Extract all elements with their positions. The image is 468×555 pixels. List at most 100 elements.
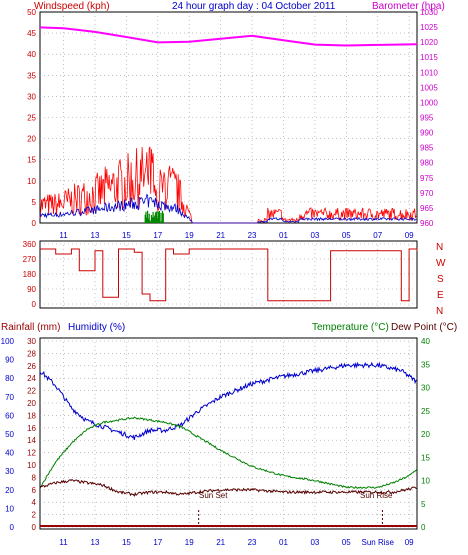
humidity-x-tick: 03 — [310, 538, 319, 547]
rainfall-label: Rainfall (mm) — [1, 322, 60, 333]
rainfall-y-tick: 20 — [27, 399, 36, 408]
rainfall-y-tick: 28 — [27, 349, 36, 358]
barometer-y-tick: 985 — [420, 144, 434, 153]
rainfall-y-tick: 0 — [32, 523, 37, 532]
rainfall-y-tick: 2 — [32, 511, 37, 520]
temperature-y-tick: 10 — [421, 477, 430, 486]
wind-x-tick: 01 — [279, 231, 288, 240]
wind-y-tick: 30 — [27, 92, 36, 101]
sun-set-label: Sun Set — [199, 491, 228, 500]
rainfall-y-tick: 30 — [27, 337, 36, 346]
wind-x-tick: 03 — [310, 231, 319, 240]
barometer-y-tick: 1000 — [420, 98, 438, 107]
temperature-y-tick: 25 — [421, 407, 430, 416]
wind-average-line — [39, 194, 417, 224]
humidity-label: Humidity (%) — [68, 322, 125, 333]
humidity-y-tick: 90 — [5, 356, 14, 365]
wind-x-tick: 09 — [405, 231, 414, 240]
wind-x-tick: 13 — [91, 231, 100, 240]
humidity-y-tick: 60 — [5, 411, 14, 420]
rainfall-y-tick: 18 — [27, 411, 36, 420]
humidity-y-tick: 30 — [5, 467, 14, 476]
humidity-y-tick: 40 — [5, 449, 14, 458]
humidity-x-tick: 11 — [59, 538, 68, 547]
wind-x-tick: 17 — [153, 231, 162, 240]
barometer-y-tick: 970 — [420, 189, 434, 198]
wind-x-tick: 21 — [216, 231, 225, 240]
barometer-y-tick: 980 — [420, 159, 434, 168]
direction-y-tick: 270 — [23, 255, 37, 264]
barometer-y-tick: 965 — [420, 204, 434, 213]
humidity-y-tick: 80 — [5, 374, 14, 383]
temperature-line — [39, 416, 418, 490]
rainfall-y-tick: 24 — [27, 374, 36, 383]
humidity-x-tick: 21 — [216, 538, 225, 547]
barometer-y-tick: 960 — [420, 219, 434, 228]
humidity-x-tick: 17 — [153, 538, 162, 547]
barometer-y-tick: 1010 — [420, 68, 438, 77]
barometer-y-tick: 1025 — [420, 23, 438, 32]
wind-y-tick: 10 — [27, 177, 36, 186]
barometer-y-tick: 1015 — [420, 53, 438, 62]
wind-x-tick: 15 — [122, 231, 131, 240]
temperature-y-tick: 20 — [421, 430, 430, 439]
compass-s: S — [437, 274, 444, 285]
wind-x-tick: 07 — [373, 231, 382, 240]
compass-n-bottom: N — [436, 306, 443, 317]
direction-line — [40, 248, 418, 302]
barometer-y-tick: 990 — [420, 129, 434, 138]
humidity-y-tick: 10 — [5, 504, 14, 513]
humidity-y-tick: 50 — [5, 430, 14, 439]
rainfall-y-tick: 10 — [27, 461, 36, 470]
rainfall-y-tick: 26 — [27, 362, 36, 371]
humidity-y-tick: 100 — [1, 337, 15, 346]
humidity-y-tick: 20 — [5, 486, 14, 495]
sun-rise-label: Sun Rise — [360, 491, 393, 500]
humidity-x-tick: 15 — [122, 538, 131, 547]
humidity-x-tick: 05 — [342, 538, 351, 547]
wind-y-tick: 0 — [32, 219, 37, 228]
wind-y-tick: 5 — [32, 198, 37, 207]
dewpoint-label: Dew Point (°C) — [391, 322, 457, 333]
windspeed-label: Windspeed (kph) — [34, 1, 110, 12]
barometer-y-tick: 1005 — [420, 83, 438, 92]
direction-y-tick: 90 — [27, 285, 36, 294]
wind-y-tick: 25 — [27, 114, 36, 123]
barometer-line — [39, 26, 418, 47]
temperature-y-tick: 15 — [421, 453, 430, 462]
compass-e: E — [437, 290, 444, 301]
compass-n-top: N — [436, 242, 443, 253]
direction-y-tick: 360 — [23, 240, 37, 249]
barometer-y-tick: 975 — [420, 174, 434, 183]
temperature-y-tick: 35 — [421, 360, 430, 369]
wind-y-tick: 20 — [27, 135, 36, 144]
wind-y-tick: 50 — [27, 8, 36, 17]
wind-y-tick: 45 — [27, 29, 36, 38]
humidity-panel — [39, 337, 418, 530]
compass-w: W — [436, 258, 446, 269]
temperature-y-tick: 5 — [421, 500, 426, 509]
humidity-x-tick: Sun Rise — [361, 538, 394, 547]
wind-y-tick: 15 — [27, 156, 36, 165]
wind-x-tick: 19 — [185, 231, 194, 240]
barometer-y-tick: 995 — [420, 114, 434, 123]
barometer-y-tick: 1030 — [420, 8, 438, 17]
humidity-y-tick: 0 — [10, 523, 15, 532]
rainfall-y-tick: 14 — [27, 436, 36, 445]
wind-x-tick: 05 — [342, 231, 351, 240]
wind-x-tick: 23 — [248, 231, 257, 240]
dewpoint-line — [39, 478, 418, 497]
barometer-y-tick: 1020 — [420, 38, 438, 47]
humidity-x-tick: 01 — [279, 538, 288, 547]
graph-title: 24 hour graph day : 04 October 2011 — [172, 1, 336, 12]
humidity-x-tick: 09 — [405, 538, 414, 547]
barometer-label: Barometer (hpa) — [372, 1, 445, 12]
direction-y-tick: 180 — [23, 270, 37, 279]
temperature-label: Temperature (°C) — [312, 322, 389, 333]
temperature-y-tick: 40 — [421, 337, 430, 346]
humidity-x-tick: 23 — [248, 538, 257, 547]
wind-y-tick: 35 — [27, 71, 36, 80]
temperature-y-tick: 0 — [421, 523, 426, 532]
rainfall-y-tick: 16 — [27, 424, 36, 433]
